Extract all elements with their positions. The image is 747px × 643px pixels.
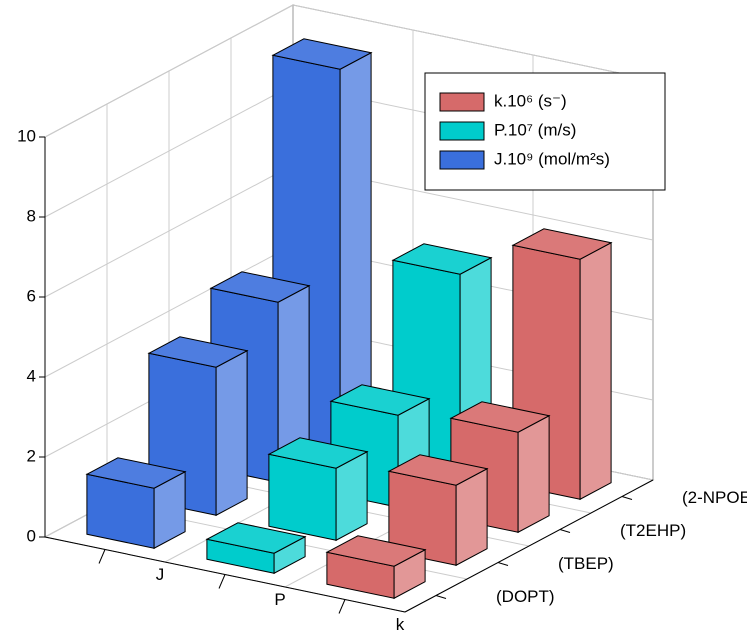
bar-top bbox=[209, 271, 311, 303]
bar-side bbox=[517, 414, 550, 534]
bar-top bbox=[147, 336, 249, 368]
depth-tick bbox=[435, 595, 447, 599]
bar bbox=[205, 522, 307, 575]
x-tick-label: k bbox=[396, 615, 405, 634]
bar-top bbox=[387, 454, 489, 486]
legend-swatch bbox=[439, 92, 485, 112]
bar-top bbox=[267, 437, 369, 469]
grid-line bbox=[44, 164, 294, 298]
bar-top bbox=[271, 38, 373, 70]
bar-top bbox=[205, 522, 307, 554]
bar-top bbox=[511, 228, 613, 260]
bar-top bbox=[329, 384, 431, 416]
z-tick-label: 4 bbox=[27, 366, 36, 385]
x-tick bbox=[338, 599, 346, 614]
z-tick-label: 8 bbox=[27, 206, 36, 225]
depth-tick bbox=[621, 496, 633, 500]
bar-top bbox=[449, 401, 551, 433]
legend-label: P.10⁷ (m/s) bbox=[494, 120, 576, 139]
depth-tick bbox=[497, 562, 509, 566]
bar-front bbox=[268, 453, 337, 541]
depth-tick-label: (T2EHP) bbox=[620, 521, 686, 540]
x-tick-label: J bbox=[156, 565, 165, 584]
z-tick-label: 10 bbox=[17, 126, 36, 145]
bar bbox=[325, 535, 427, 600]
z-tick-label: 2 bbox=[27, 446, 36, 465]
depth-tick-label: (TBEP) bbox=[558, 554, 614, 573]
grid-line bbox=[44, 84, 294, 218]
bar bbox=[387, 454, 489, 567]
x-tick bbox=[98, 549, 106, 564]
bar bbox=[267, 437, 369, 542]
legend-swatch bbox=[439, 150, 485, 170]
grid-line bbox=[292, 4, 654, 81]
legend-label: J.10⁹ (mol/m²s) bbox=[494, 149, 610, 168]
z-tick-label: 0 bbox=[27, 526, 36, 545]
depth-axis bbox=[404, 479, 654, 613]
bar-top bbox=[391, 243, 493, 275]
bar-side bbox=[215, 349, 248, 517]
x-tick-label: P bbox=[274, 590, 285, 609]
grid-line bbox=[44, 4, 294, 138]
depth-tick bbox=[559, 529, 571, 533]
legend-swatch bbox=[439, 121, 485, 141]
x-tick bbox=[218, 574, 226, 589]
bar bbox=[85, 457, 187, 550]
legend-label: k.10⁶ (s⁻) bbox=[494, 91, 567, 110]
bar-top bbox=[325, 535, 427, 567]
depth-tick-label: (DOPT) bbox=[496, 587, 555, 606]
depth-tick-label: (2-NPOE) bbox=[682, 488, 747, 507]
bar-top bbox=[85, 457, 187, 489]
grid-line bbox=[44, 244, 294, 378]
bar-side bbox=[579, 241, 612, 501]
z-tick-label: 6 bbox=[27, 286, 36, 305]
